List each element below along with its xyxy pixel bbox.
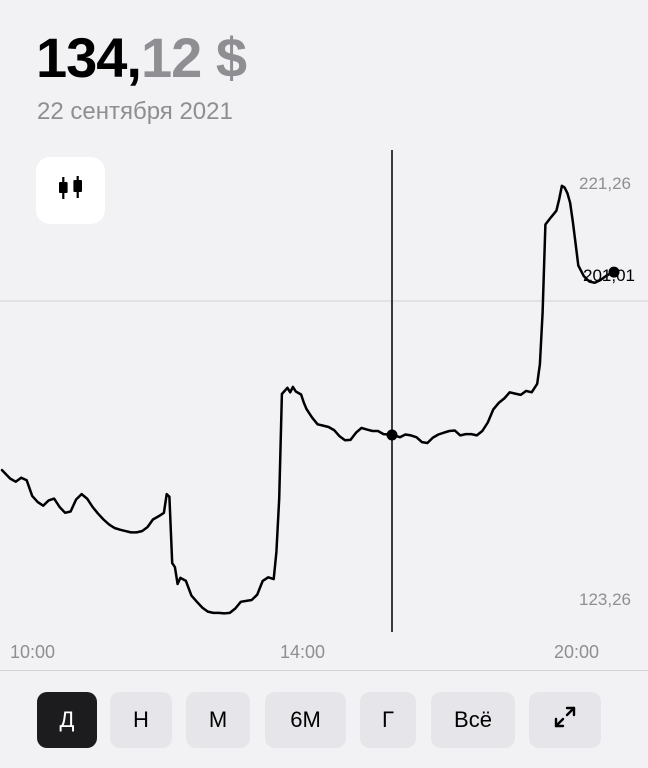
period-6month-button[interactable]: 6М — [265, 692, 346, 748]
fullscreen-button[interactable] — [529, 692, 601, 748]
price-chart[interactable] — [0, 0, 648, 640]
price-display: 134,12 $ — [36, 26, 247, 90]
candlestick-icon — [56, 175, 86, 206]
period-day-button[interactable]: Д — [37, 692, 97, 748]
period-all-button[interactable]: Всё — [431, 692, 515, 748]
period-week-button[interactable]: Н — [110, 692, 172, 748]
x-tick-label: 14:00 — [280, 642, 326, 662]
price-line — [0, 184, 616, 615]
chart-last-label: 201,01 — [583, 266, 635, 285]
x-tick-label: 10:00 — [10, 642, 56, 662]
period-selector: Д Н М 6М Г Всё — [0, 692, 648, 748]
period-month-button[interactable]: М — [186, 692, 250, 748]
divider — [0, 670, 648, 671]
candlestick-toggle-button[interactable] — [36, 157, 105, 224]
crosshair-point — [386, 429, 398, 441]
selected-date: 22 сентября 2021 — [37, 98, 233, 125]
x-tick-label: 20:00 — [554, 642, 600, 662]
last-price-point — [608, 266, 620, 278]
price-integer: 134, — [36, 26, 142, 89]
chart-max-label: 221,26 — [579, 174, 631, 193]
chart-min-label: 123,26 — [579, 590, 631, 609]
price-fraction: 12 $ — [141, 26, 247, 89]
period-year-button[interactable]: Г — [360, 692, 416, 748]
expand-icon — [552, 704, 578, 736]
